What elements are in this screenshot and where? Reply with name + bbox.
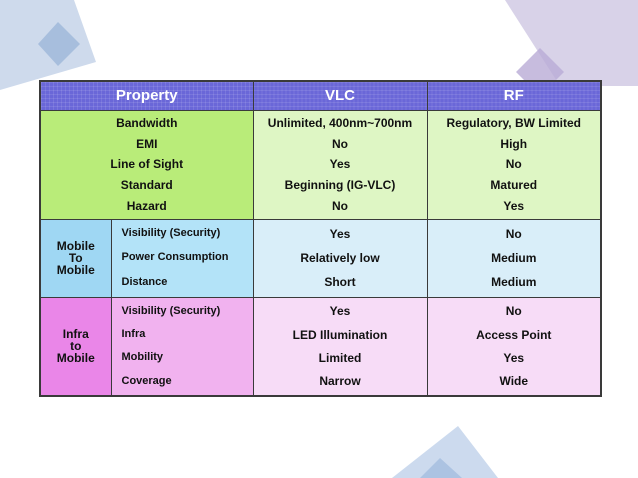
label-mtm-visibility: Visibility (Security) <box>121 227 221 240</box>
category-itm-line-1: Infra <box>62 327 89 342</box>
category-mobile-to-mobile: Mobile To Mobile <box>39 218 112 298</box>
category-infra-to-mobile: Infra to Mobile <box>39 296 112 397</box>
vlc-standard: Beginning (IG-VLC) <box>284 178 396 193</box>
vlc-mtm-distance: Short <box>324 275 356 290</box>
vlc-line-of-sight: Yes <box>329 157 351 172</box>
vlc-bandwidth: Unlimited, 400nm~700nm <box>267 115 413 130</box>
rf-itm-visibility: No <box>505 304 522 319</box>
rf-bandwidth: Regulatory, BW Limited <box>446 115 581 130</box>
general-vlc-values: Unlimited, 400nm~700nm No Yes Beginning … <box>252 109 428 220</box>
vlc-itm-mobility: Limited <box>318 350 362 365</box>
label-mtm-distance: Distance <box>121 275 168 288</box>
deco-shape-top-right <box>505 0 638 86</box>
mobile-to-mobile-section: Mobile To Mobile Visibility (Security) P… <box>39 218 602 298</box>
vlc-itm-coverage: Narrow <box>319 374 361 389</box>
label-bandwidth: Bandwidth <box>116 115 178 130</box>
deco-triangle-bottom-small <box>420 458 462 478</box>
rf-mtm-visibility: No <box>505 226 522 241</box>
itm-labels: Visibility (Security) Infra Mobility Cov… <box>110 296 254 397</box>
header-vlc: VLC <box>252 80 428 111</box>
rf-hazard: Yes <box>503 199 525 214</box>
mtm-labels: Visibility (Security) Power Consumption … <box>110 218 254 298</box>
mtm-rf-values: No Medium Medium <box>426 218 602 298</box>
rf-mtm-power: Medium <box>491 250 537 265</box>
label-emi: EMI <box>136 136 158 151</box>
rf-itm-mobility: Yes <box>503 350 525 365</box>
label-itm-visibility: Visibility (Security) <box>121 304 221 317</box>
category-mtm-line-3: Mobile <box>56 263 95 277</box>
category-itm-line-2: to <box>70 339 82 354</box>
label-itm-infra: Infra <box>121 328 146 341</box>
mtm-vlc-values: Yes Relatively low Short <box>252 218 428 298</box>
rf-standard: Matured <box>490 178 538 193</box>
label-itm-mobility: Mobility <box>121 351 164 364</box>
general-rf-values: Regulatory, BW Limited High No Matured Y… <box>426 109 602 220</box>
rf-itm-infra: Access Point <box>476 327 552 342</box>
deco-diamond-top-left <box>38 22 80 66</box>
itm-vlc-values: Yes LED Illumination Limited Narrow <box>252 296 428 397</box>
header-property: Property <box>39 80 254 111</box>
label-mtm-power: Power Consumption <box>121 251 229 264</box>
vlc-mtm-visibility: Yes <box>329 226 351 241</box>
label-line-of-sight: Line of Sight <box>110 157 184 172</box>
rf-itm-coverage: Wide <box>499 374 529 389</box>
label-standard: Standard <box>120 178 173 193</box>
category-mtm-line-1: Mobile <box>56 239 95 253</box>
vlc-itm-visibility: Yes <box>329 304 351 319</box>
category-itm-line-3: Mobile <box>56 351 95 366</box>
header-rf: RF <box>426 80 602 111</box>
general-section: Bandwidth EMI Line of Sight Standard Haz… <box>39 109 602 220</box>
vlc-mtm-power: Relatively low <box>300 250 380 265</box>
vlc-emi: No <box>332 136 348 151</box>
category-mtm-line-2: To <box>68 251 83 265</box>
deco-triangle-bottom <box>392 426 498 478</box>
vlc-hazard: No <box>332 199 348 214</box>
label-hazard: Hazard <box>126 199 167 214</box>
rf-mtm-distance: Medium <box>491 275 537 290</box>
infra-to-mobile-section: Infra to Mobile Visibility (Security) In… <box>39 296 602 397</box>
label-itm-coverage: Coverage <box>121 374 172 387</box>
general-labels: Bandwidth EMI Line of Sight Standard Haz… <box>39 109 254 220</box>
itm-rf-values: No Access Point Yes Wide <box>426 296 602 397</box>
rf-line-of-sight: No <box>505 157 522 172</box>
comparison-table: Property VLC RF Bandwidth EMI Line of Si… <box>39 80 602 397</box>
vlc-itm-infra: LED Illumination <box>292 327 388 342</box>
rf-emi: High <box>500 136 528 151</box>
